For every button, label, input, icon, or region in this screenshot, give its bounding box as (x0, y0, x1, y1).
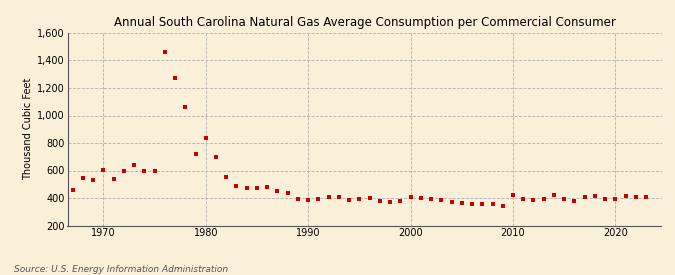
Point (272, 189, 283, 193)
Point (78, 176, 88, 180)
Point (211, 155, 221, 160)
Point (405, 195, 416, 199)
Point (200, 135, 211, 140)
Point (68, 188, 78, 192)
Point (610, 197, 621, 202)
Point (139, 169, 150, 173)
Point (292, 197, 303, 202)
Point (497, 203, 508, 208)
Point (446, 200, 457, 204)
Point (579, 194, 590, 199)
Point (426, 197, 437, 202)
Text: Source: U.S. Energy Information Administration: Source: U.S. Energy Information Administ… (14, 265, 227, 274)
Point (518, 196, 529, 201)
Point (333, 194, 344, 199)
Point (282, 191, 293, 195)
Point (630, 194, 641, 199)
Point (415, 196, 426, 200)
Point (620, 194, 631, 198)
Point (252, 185, 263, 190)
Point (487, 202, 498, 206)
Point (589, 194, 600, 198)
Point (385, 200, 396, 204)
Point (303, 198, 314, 202)
Point (149, 169, 160, 173)
Point (641, 195, 651, 199)
Point (129, 163, 140, 167)
Y-axis label: Thousand Cubic Feet: Thousand Cubic Feet (23, 78, 33, 180)
Point (508, 193, 518, 197)
Point (354, 197, 364, 202)
Point (436, 198, 447, 202)
Point (169, 75, 180, 80)
Point (600, 196, 611, 201)
Point (180, 104, 190, 109)
Point (323, 195, 334, 199)
Point (549, 192, 560, 197)
Point (477, 202, 487, 206)
Point (364, 196, 375, 200)
Point (456, 200, 467, 205)
Point (118, 168, 129, 173)
Point (528, 198, 539, 202)
Point (98, 167, 109, 172)
Point (313, 196, 324, 201)
Point (231, 183, 242, 188)
Point (375, 199, 385, 204)
Point (159, 50, 170, 54)
Point (344, 198, 354, 202)
Point (88, 178, 99, 182)
Point (190, 152, 201, 156)
Point (242, 186, 252, 191)
Point (466, 201, 477, 206)
Point (262, 185, 273, 189)
Title: Annual South Carolina Natural Gas Average Consumption per Commercial Consumer: Annual South Carolina Natural Gas Averag… (113, 16, 616, 29)
Point (221, 174, 232, 179)
Point (395, 199, 406, 203)
Point (108, 177, 119, 182)
Point (559, 197, 570, 202)
Point (539, 196, 549, 201)
Point (569, 199, 580, 203)
